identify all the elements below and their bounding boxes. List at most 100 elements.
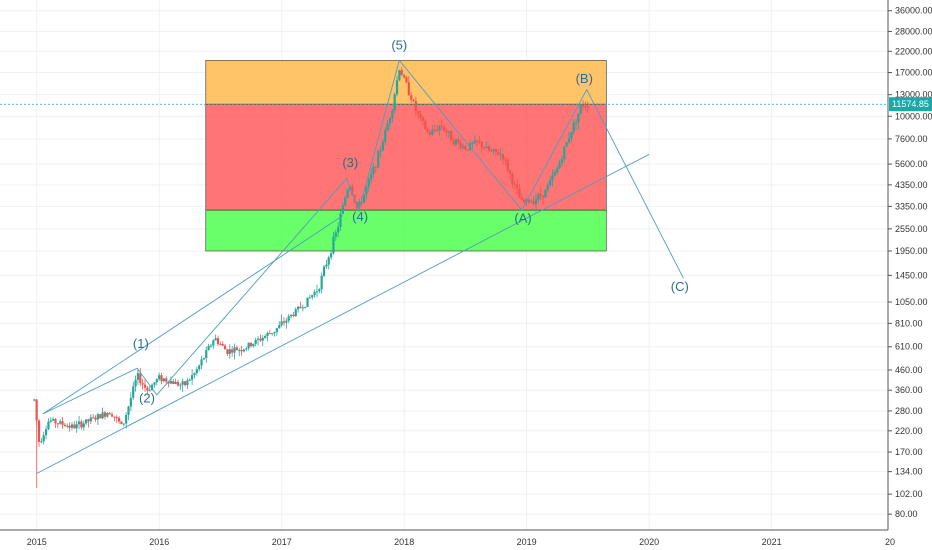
price-tag-bg xyxy=(889,97,932,112)
candle-body xyxy=(59,421,62,424)
y-tick-label: 80.00 xyxy=(895,509,918,519)
candle-body xyxy=(212,340,215,346)
candle-body xyxy=(249,342,253,347)
x-axis-ticks[interactable]: 2015 2016 2017 2018 2019 2020 2021 20 xyxy=(27,537,895,547)
price-tag-label: 11574.85 xyxy=(892,99,929,109)
candle-body xyxy=(148,390,151,392)
candle-body xyxy=(266,332,269,337)
candle-body xyxy=(459,142,462,148)
candle-body xyxy=(94,417,97,420)
candle-body xyxy=(464,146,467,150)
candle-body xyxy=(216,338,220,345)
candle-body xyxy=(534,199,538,205)
candle-body xyxy=(405,77,408,83)
candle-body xyxy=(113,416,116,418)
candle-body xyxy=(384,130,387,142)
candle-body xyxy=(344,197,347,206)
candle-body xyxy=(115,416,118,418)
candle-body xyxy=(101,412,104,419)
candle-body xyxy=(346,189,349,198)
candle-body xyxy=(565,142,568,147)
candle-body xyxy=(264,336,267,338)
candle-body xyxy=(360,201,363,203)
candle-body xyxy=(70,424,74,428)
candle-body xyxy=(530,201,533,203)
candle-body xyxy=(80,421,83,428)
current-price-tag: 11574.85 xyxy=(889,97,932,112)
candle-body xyxy=(146,387,149,391)
candle-body xyxy=(544,189,547,198)
candle-body xyxy=(358,201,361,208)
candle-body xyxy=(410,95,413,100)
candle-body xyxy=(485,146,488,149)
candle-body xyxy=(570,132,573,139)
candle-body xyxy=(223,345,227,350)
candle-body xyxy=(584,106,587,108)
candle-body xyxy=(282,321,286,323)
candle-body xyxy=(56,423,59,425)
candle-body xyxy=(167,381,170,384)
candle-body xyxy=(82,423,85,428)
candle-body xyxy=(417,111,420,114)
candle-body xyxy=(381,141,384,151)
candle-body xyxy=(292,314,295,317)
candle-body xyxy=(424,120,427,130)
zone-red xyxy=(205,103,607,211)
candle-body xyxy=(332,236,335,254)
candle-body xyxy=(351,186,354,196)
candle-body xyxy=(567,138,571,143)
candle-body xyxy=(419,113,422,118)
candle-body xyxy=(483,147,486,149)
candle-body xyxy=(278,325,281,329)
candle-body xyxy=(313,291,316,296)
candle-body xyxy=(240,349,243,352)
candle-body xyxy=(127,406,130,416)
candle-body xyxy=(198,365,201,370)
y-tick-label: 36000.00 xyxy=(895,6,932,16)
candle-body xyxy=(549,179,552,186)
y-tick-label: 17000.00 xyxy=(895,68,932,78)
candle-body xyxy=(143,384,147,388)
candle-body xyxy=(339,213,342,227)
candle-body xyxy=(480,141,483,148)
candle-body xyxy=(461,146,465,148)
candle-body xyxy=(523,199,526,202)
candle-body xyxy=(428,132,432,135)
candle-body xyxy=(299,306,302,308)
candle-body xyxy=(268,332,271,334)
candle-body xyxy=(586,106,589,108)
y-tick-label: 28000.00 xyxy=(895,26,932,36)
y-tick-label: 1450.00 xyxy=(895,270,928,280)
candle-body xyxy=(412,99,415,102)
wave-label: (A) xyxy=(514,211,531,226)
candle-body xyxy=(150,384,154,391)
candle-body xyxy=(370,173,373,180)
candle-body xyxy=(289,314,293,317)
candle-body xyxy=(254,339,257,344)
candle-body xyxy=(379,150,382,152)
wave-line-0 xyxy=(42,59,684,415)
y-axis-ticks[interactable]: 36000.00 28000.00 22000.00 17000.00 13000.00… xyxy=(888,6,932,519)
candle-body xyxy=(252,343,255,347)
candle-body xyxy=(337,226,340,233)
candle-body xyxy=(181,381,184,385)
candle-body xyxy=(433,129,436,131)
y-tick-label: 10000.00 xyxy=(895,111,932,121)
candle-body xyxy=(235,347,238,351)
candle-body xyxy=(134,379,137,387)
candle-body xyxy=(490,150,493,152)
candle-body xyxy=(221,344,224,346)
candle-body xyxy=(527,199,531,203)
candle-body xyxy=(511,173,514,184)
candle-body xyxy=(191,375,194,380)
candle-body xyxy=(563,146,566,160)
candle-body xyxy=(539,194,542,196)
x-tick-label: 2016 xyxy=(149,537,169,547)
candle-body xyxy=(393,94,396,111)
wave-label: (B) xyxy=(576,71,593,86)
candle-body xyxy=(120,421,123,425)
candle-body xyxy=(75,424,78,429)
candle-body xyxy=(285,320,288,323)
candle-body xyxy=(275,328,279,332)
